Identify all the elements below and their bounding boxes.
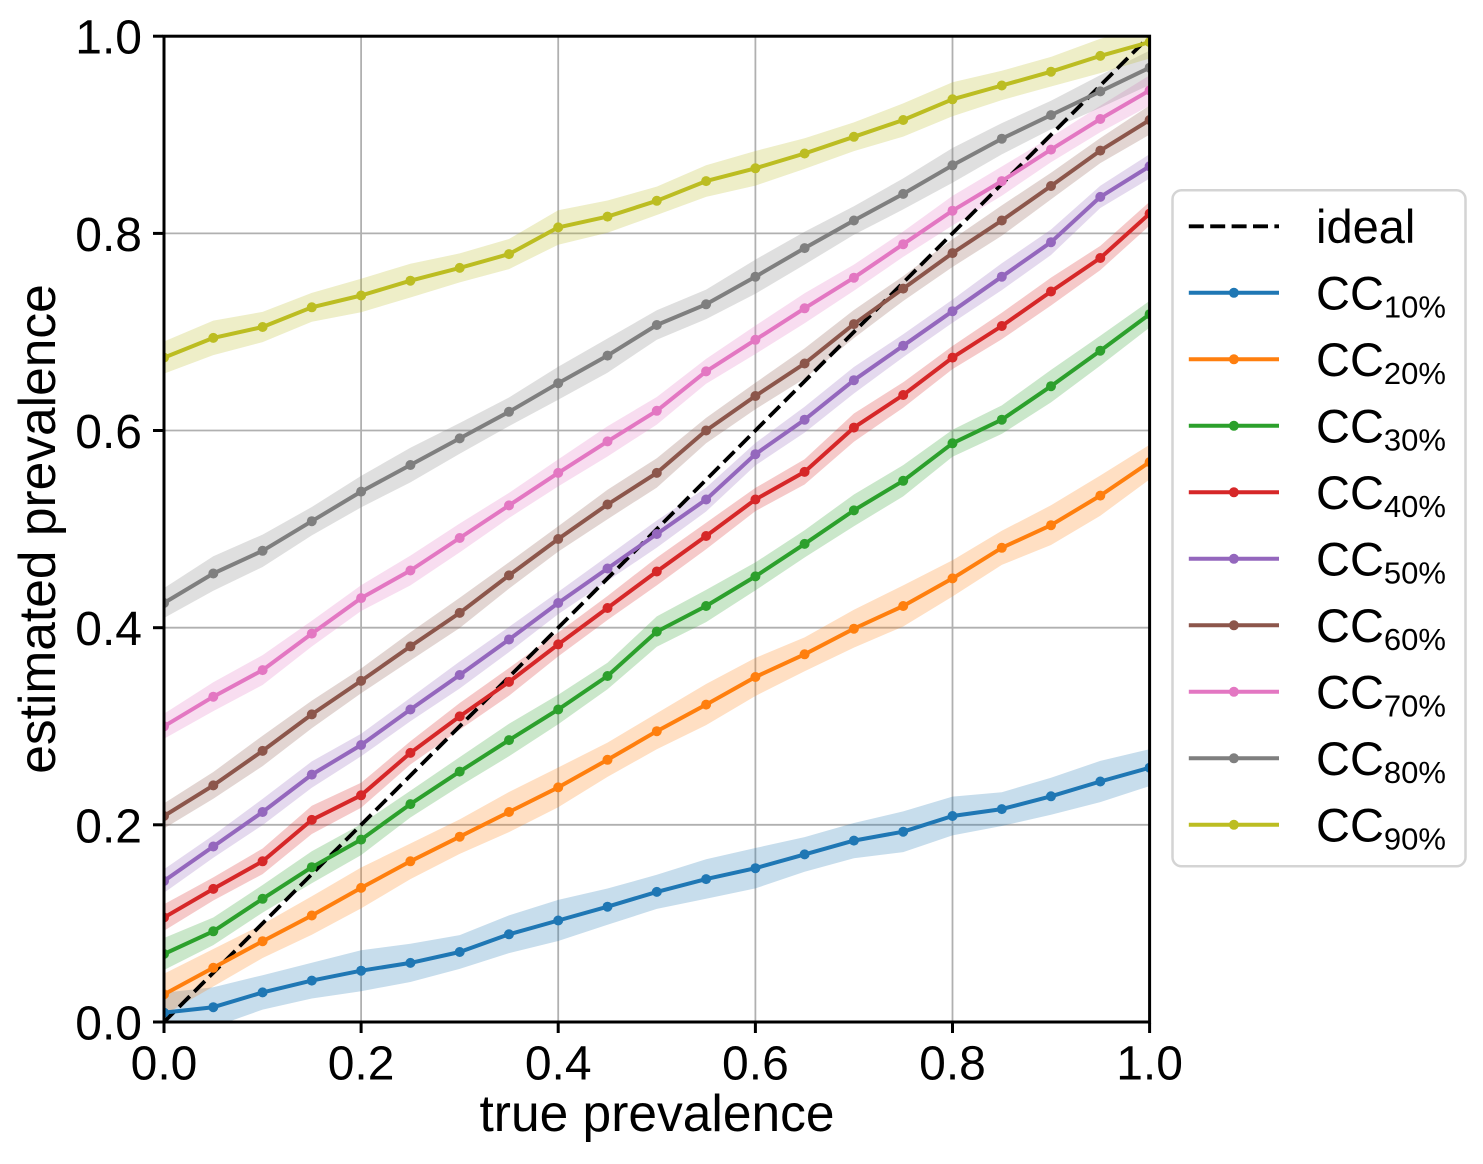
svg-text:0.0: 0.0	[75, 998, 142, 1051]
svg-text:0.4: 0.4	[75, 603, 142, 656]
svg-text:1.0: 1.0	[1116, 1038, 1183, 1091]
svg-text:0.4: 0.4	[525, 1038, 592, 1091]
svg-text:0.8: 0.8	[75, 209, 142, 262]
svg-text:0.2: 0.2	[75, 800, 142, 853]
svg-text:0.0: 0.0	[131, 1038, 198, 1091]
svg-text:0.8: 0.8	[919, 1038, 986, 1091]
svg-text:true prevalence: true prevalence	[480, 1084, 835, 1142]
svg-text:CC30%: CC30%	[1316, 399, 1446, 457]
svg-text:estimated prevalence: estimated prevalence	[8, 284, 66, 774]
svg-text:ideal: ideal	[1316, 200, 1415, 253]
svg-text:CC50%: CC50%	[1316, 532, 1446, 590]
svg-text:0.6: 0.6	[75, 406, 142, 459]
svg-text:0.6: 0.6	[722, 1038, 789, 1091]
svg-text:1.0: 1.0	[75, 12, 142, 65]
svg-text:0.2: 0.2	[328, 1038, 395, 1091]
